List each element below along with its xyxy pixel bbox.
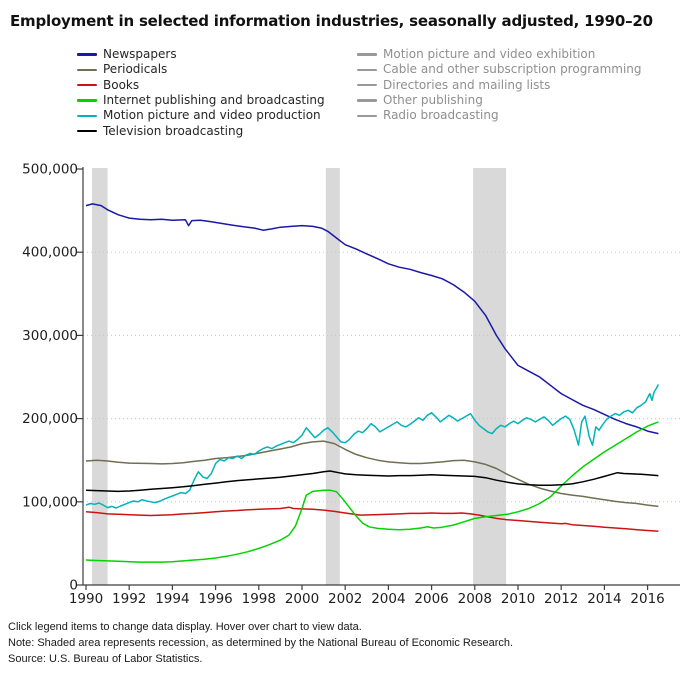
- x-tick-label: 1998: [242, 591, 276, 607]
- series-line-internet-publishing-and-broadcasting[interactable]: [85, 421, 659, 563]
- x-tick-label: 2004: [371, 591, 405, 607]
- x-tick-label: 2002: [328, 591, 362, 607]
- legend-label: Internet publishing and broadcasting: [103, 93, 325, 108]
- legend-item-radio-broadcasting[interactable]: Radio broadcasting: [357, 108, 642, 123]
- y-tick-label: 200,000: [22, 411, 78, 427]
- x-tick-label: 2006: [414, 591, 448, 607]
- y-tick-label: 300,000: [22, 328, 78, 344]
- legend-label: Motion picture and video exhibition: [383, 47, 596, 62]
- legend-label: Motion picture and video production: [103, 108, 321, 123]
- footer-source: Source: U.S. Bureau of Labor Statistics.: [8, 653, 203, 665]
- x-tick-label: 2012: [544, 591, 578, 607]
- legend-swatch-internet-publishing-and-broadcasting: [77, 99, 97, 102]
- chart-title: Employment in selected information indus…: [10, 12, 653, 30]
- y-tick-label: 400,000: [22, 245, 78, 261]
- legend-item-directories-and-mailing-lists[interactable]: Directories and mailing lists: [357, 78, 642, 93]
- legend-inactive-column: Motion picture and video exhibition Cable…: [357, 47, 642, 123]
- legend-label: Television broadcasting: [103, 123, 244, 138]
- series-line-books[interactable]: [85, 506, 659, 533]
- series-line-motion-picture-and-video-production[interactable]: [85, 384, 660, 509]
- legend-swatch-television-broadcasting: [77, 129, 97, 133]
- recession-band: [325, 168, 340, 585]
- legend-label: Radio broadcasting: [383, 108, 499, 123]
- series-line-television-broadcasting[interactable]: [85, 470, 659, 493]
- legend-item-newspapers[interactable]: Newspapers: [77, 47, 325, 62]
- legend-swatch-cable-and-other-subscription-programming: [357, 68, 377, 72]
- legend-item-books[interactable]: Books: [77, 78, 325, 93]
- x-tick-label: 1996: [198, 591, 232, 607]
- legend-label: Newspapers: [103, 47, 177, 62]
- chart-footer: Click legend items to change data displa…: [8, 619, 513, 667]
- footer-note: Note: Shaded area represents recession, …: [8, 637, 514, 649]
- footer-hint: Click legend items to change data displa…: [8, 621, 362, 633]
- legend-item-internet-publishing-and-broadcasting[interactable]: Internet publishing and broadcasting: [77, 93, 325, 108]
- legend-item-cable-and-other-subscription-programming[interactable]: Cable and other subscription programming: [357, 62, 642, 77]
- series-line-periodicals[interactable]: [85, 440, 659, 508]
- legend-item-other-publishing[interactable]: Other publishing: [357, 93, 642, 108]
- legend-swatch-directories-and-mailing-lists: [357, 83, 377, 87]
- y-tick-label: 100,000: [22, 494, 78, 510]
- x-tick-label: 2016: [630, 591, 664, 607]
- legend-label: Cable and other subscription programming: [383, 62, 642, 77]
- x-tick-label: 1990: [69, 591, 103, 607]
- plot-area[interactable]: [83, 168, 680, 585]
- legend-item-periodicals[interactable]: Periodicals: [77, 62, 325, 77]
- series-line-newspapers[interactable]: [85, 203, 659, 435]
- legend-swatch-motion-picture-and-video-production: [77, 114, 97, 118]
- legend-label: Books: [103, 77, 140, 92]
- y-tick-label: 0: [69, 578, 78, 594]
- x-tick-label: 2010: [501, 591, 535, 607]
- legend-swatch-books: [77, 83, 97, 87]
- legend-swatch-motion-picture-and-video-exhibition: [357, 53, 377, 56]
- legend-swatch-radio-broadcasting: [357, 114, 377, 118]
- legend-active-column: Newspapers Periodicals Books Internet publi…: [77, 47, 325, 139]
- legend-item-motion-picture-and-video-production[interactable]: Motion picture and video production: [77, 108, 325, 123]
- x-tick-label: 1992: [112, 591, 146, 607]
- legend-swatch-other-publishing: [357, 99, 377, 102]
- legend-item-motion-picture-and-video-exhibition[interactable]: Motion picture and video exhibition: [357, 47, 642, 62]
- legend-swatch-newspapers: [77, 53, 97, 56]
- x-tick-label: 2000: [285, 591, 319, 607]
- x-tick-label: 2014: [587, 591, 621, 607]
- legend-label: Other publishing: [383, 93, 483, 108]
- legend-label: Periodicals: [103, 62, 168, 77]
- recession-band: [92, 168, 108, 585]
- x-tick-label: 2008: [458, 591, 492, 607]
- y-tick-label: 500,000: [22, 162, 78, 178]
- legend-label: Directories and mailing lists: [383, 77, 551, 92]
- legend-swatch-periodicals: [77, 68, 97, 72]
- x-tick-label: 1994: [155, 591, 189, 607]
- legend-item-television-broadcasting[interactable]: Television broadcasting: [77, 123, 325, 138]
